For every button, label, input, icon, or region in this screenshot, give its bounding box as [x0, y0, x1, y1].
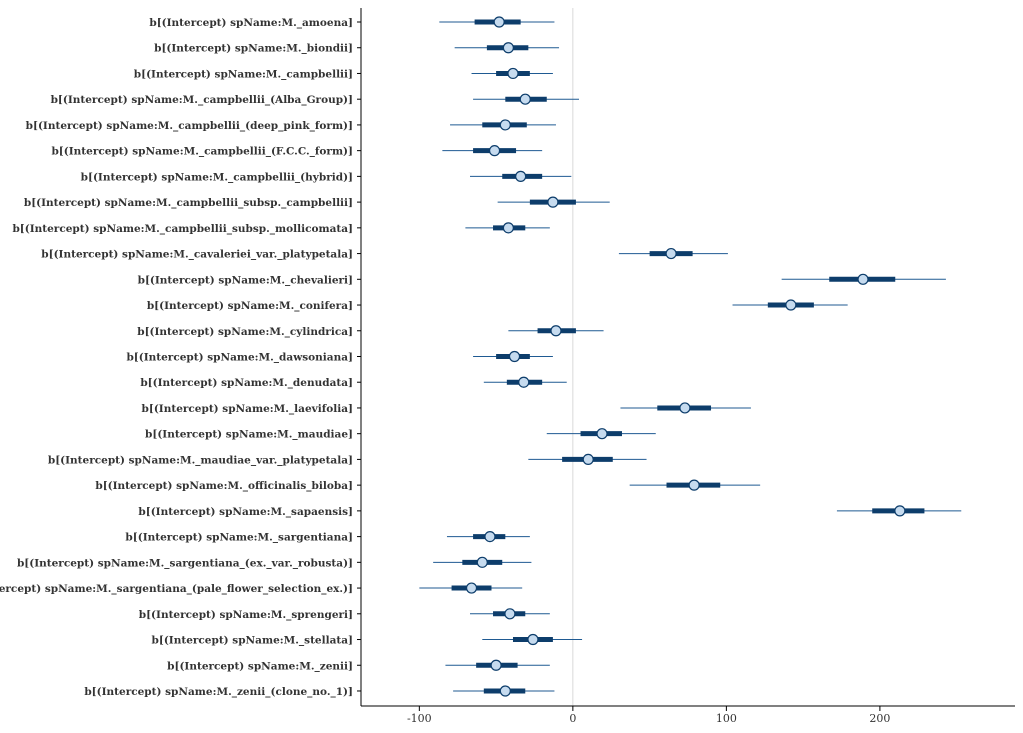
point-estimate	[527, 633, 539, 646]
point-estimate	[547, 196, 559, 208]
point-estimate	[508, 350, 521, 363]
y-tick-label: b[(Intercept) spName:M._sargentiana_(ex.…	[17, 557, 353, 570]
point-estimate	[502, 42, 514, 54]
point-estimate	[550, 325, 562, 337]
y-tick-label: b[(Intercept) spName:M._campbellii_subsp…	[24, 197, 353, 210]
y-tick-label: b[(Intercept) spName:M._cylindrica]	[137, 326, 353, 339]
y-tick-label: b[(Intercept) spName:M._sargentiana]	[125, 532, 353, 545]
point-estimate	[490, 659, 502, 671]
point-estimate	[519, 93, 531, 105]
y-tick-label: b[(Intercept) spName:M._amoena]	[149, 17, 353, 30]
y-tick-label: b[(Intercept) spName:M._campbellii_(deep…	[26, 120, 353, 133]
point-estimate	[493, 16, 505, 28]
point-estimate	[894, 505, 906, 517]
point-estimate	[484, 530, 496, 543]
point-estimate	[518, 376, 530, 388]
point-estimate	[499, 119, 511, 131]
point-estimate	[688, 479, 700, 491]
point-estimate	[476, 556, 488, 568]
x-tick-label: 0	[569, 712, 576, 725]
x-tick-label: 200	[869, 712, 890, 725]
y-tick-label: b[(Intercept) spName:M._dawsoniana]	[126, 351, 353, 364]
y-tick-label: b[(Intercept) spName:M._zenii_(clone_no.…	[84, 686, 353, 699]
point-estimate	[502, 222, 514, 234]
y-tick-label: b[(Intercept) spName:M._maudiae_var._pla…	[48, 454, 353, 467]
y-tick-label: b[(Intercept) spName:M._denudata]	[140, 377, 353, 390]
y-tick-label: b[(Intercept) spName:M._biondii]	[154, 43, 353, 56]
y-tick-label: b[(Intercept) spName:M._stellata]	[152, 635, 353, 648]
point-estimate	[488, 145, 501, 157]
y-tick-label: b[(Intercept) spName:M._campbellii]	[134, 68, 353, 81]
x-tick-label: 100	[716, 712, 737, 725]
y-tick-label: b[(Intercept) spName:M._campbellii_(Alba…	[51, 94, 353, 107]
y-tick-label: b[(Intercept) spName:M._sapaensis]	[138, 506, 353, 519]
point-estimate	[665, 247, 677, 260]
point-estimate	[596, 428, 608, 440]
y-tick-label: b[(Intercept) spName:M._campbellii_(hybr…	[81, 171, 353, 184]
y-tick-label: b[(Intercept) spName:M._cavaleriei_var._…	[41, 249, 353, 262]
point-estimate	[515, 170, 527, 182]
y-tick-label: b[(Intercept) spName:M._sprengeri]	[139, 609, 353, 622]
y-tick-label: b[(Intercept) spName:M._officinalis_bilo…	[95, 480, 353, 493]
point-estimate	[504, 608, 516, 620]
y-tick-label: b[(Intercept) spName:M._sargentiana_(pal…	[0, 583, 353, 596]
y-tick-label: b[(Intercept) spName:M._campbellii_subsp…	[12, 223, 353, 236]
point-estimate	[785, 299, 797, 311]
y-tick-label: b[(Intercept) spName:M._zenii]	[167, 660, 353, 673]
point-estimate	[679, 402, 691, 414]
y-tick-label: b[(Intercept) spName:M._chevalieri]	[138, 274, 353, 287]
point-estimate	[857, 273, 869, 285]
y-tick-label: b[(Intercept) spName:M._campbellii_(F.C.…	[51, 146, 353, 159]
point-estimate	[499, 685, 511, 697]
y-tick-label: b[(Intercept) spName:M._maudiae]	[145, 429, 353, 442]
x-tick-label: -100	[407, 712, 432, 725]
point-estimate	[507, 67, 519, 80]
y-tick-label: b[(Intercept) spName:M._laevifolia]	[142, 403, 353, 416]
point-estimate	[465, 582, 478, 594]
point-estimate	[582, 453, 594, 466]
y-tick-label: b[(Intercept) spName:M._conifera]	[147, 300, 353, 313]
